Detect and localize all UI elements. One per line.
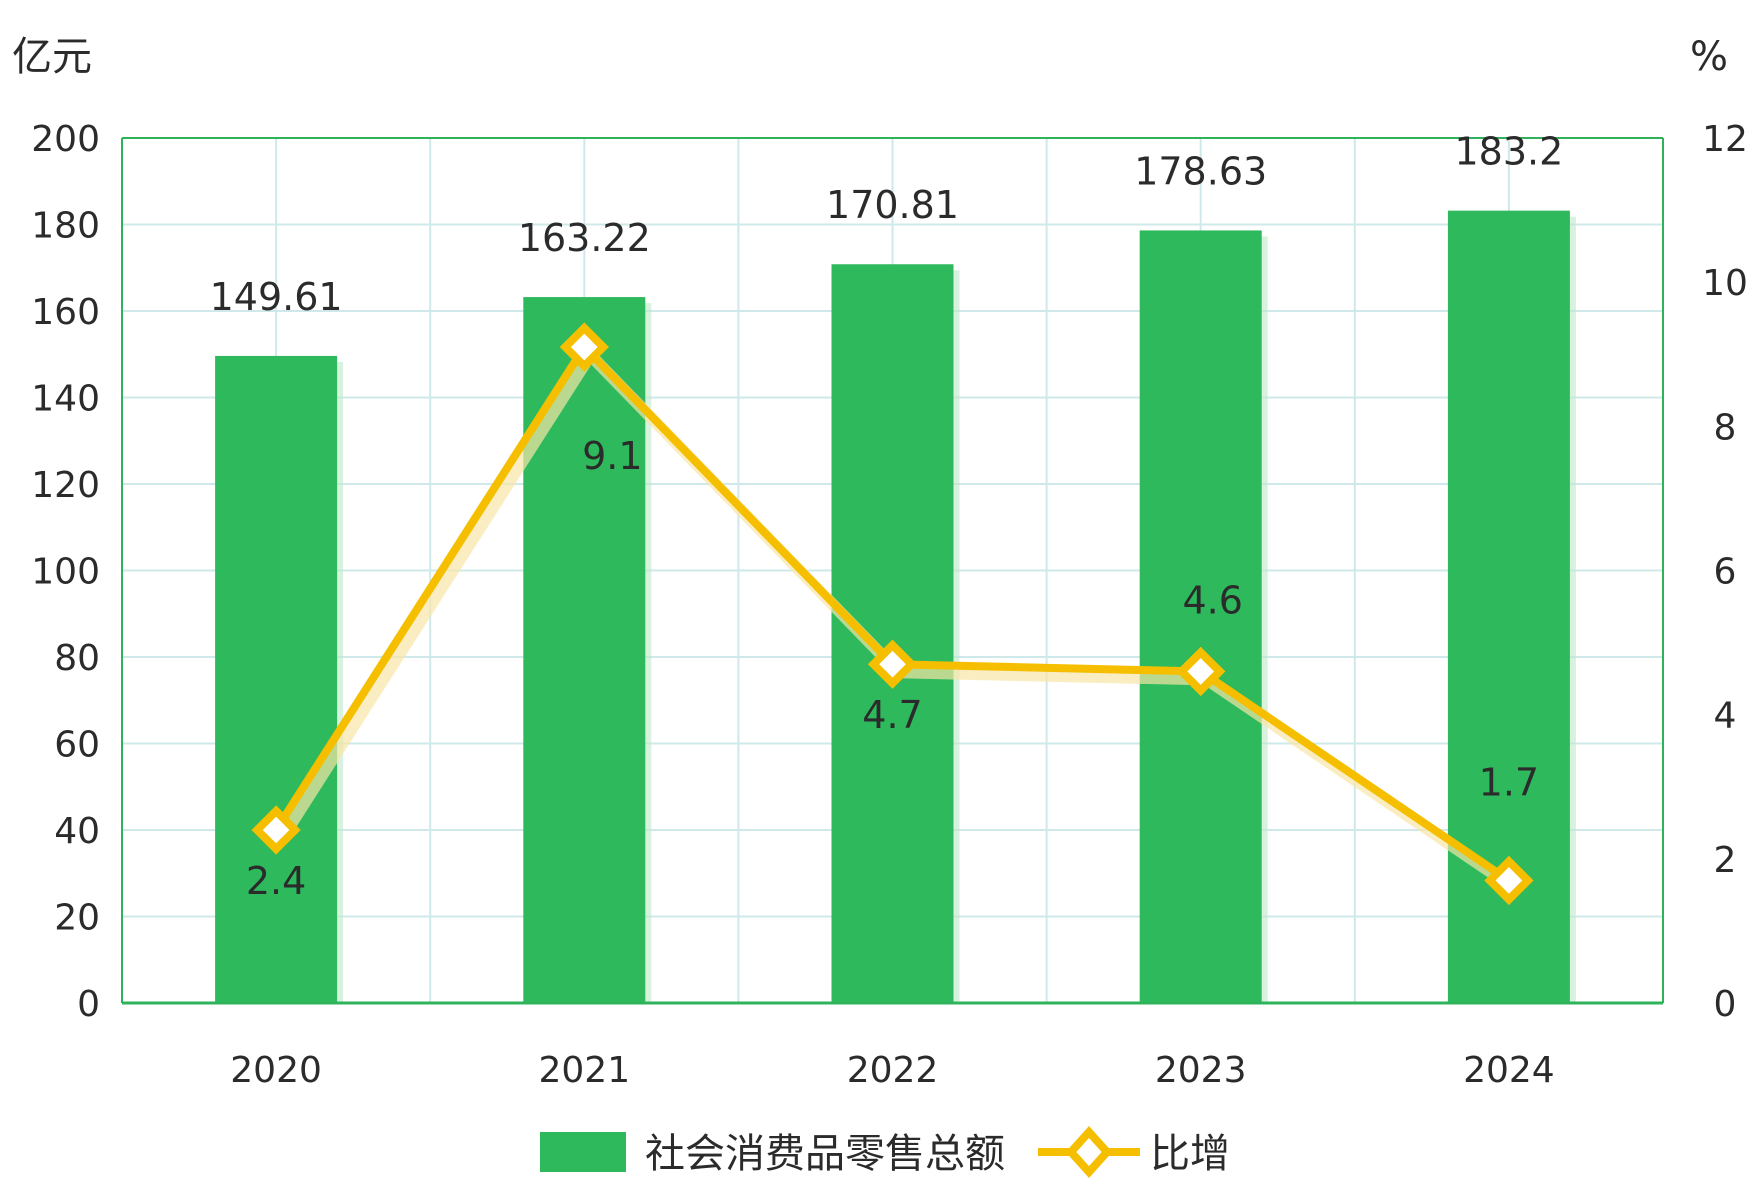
legend: 社会消费品零售总额 比增 <box>540 1126 1230 1178</box>
line-marker-2022 <box>867 639 918 689</box>
y-left-tick: 20 <box>54 898 100 939</box>
y-left-tick: 120 <box>31 465 100 506</box>
line-value-label-2022: 4.7 <box>862 693 922 737</box>
y-right-tick: 10 <box>1702 263 1746 304</box>
y-left-tick: 160 <box>31 292 100 333</box>
chart-axes: 亿元 % 0 20 40 60 80 100 120 140 160 180 200 0 2 4 6 8 10 1… <box>12 34 1746 1091</box>
y-right-tick: 6 <box>1714 552 1737 593</box>
line-marker-2021 <box>559 322 609 372</box>
x-tick-2020: 2020 <box>230 1050 322 1091</box>
line-value-label-2024: 1.7 <box>1479 760 1539 804</box>
line-value-label-2021: 9.1 <box>582 434 642 478</box>
y-left-tick: 200 <box>31 119 100 160</box>
plot-frame <box>121 137 1664 1005</box>
bar-value-label-2022: 170.81 <box>826 183 959 227</box>
x-tick-2023: 2023 <box>1155 1050 1247 1091</box>
y-left-tick: 140 <box>31 379 100 420</box>
y-left-tick: 60 <box>54 725 100 766</box>
bar-2021 <box>523 297 646 1003</box>
line-value-label-2020: 2.4 <box>246 859 306 903</box>
data-labels: 149.61 163.22 170.81 178.63 183.2 2.4 9.1 4.7 4.… <box>210 130 1564 903</box>
line-marker-2023 <box>1176 646 1226 697</box>
line-value-label-2023: 4.6 <box>1182 578 1242 622</box>
line-marker-2020 <box>251 805 301 855</box>
y-right-tick: 4 <box>1714 696 1737 737</box>
y-right-tick: 8 <box>1714 407 1737 448</box>
x-tick-2022: 2022 <box>847 1050 939 1091</box>
bar-value-label-2023: 178.63 <box>1134 149 1267 193</box>
y-left-tick: 40 <box>54 811 100 852</box>
y-left-tick: 100 <box>31 552 100 593</box>
x-tick-2024: 2024 <box>1463 1050 1555 1091</box>
bar-value-label-2020: 149.61 <box>210 275 343 319</box>
right-axis-unit: % <box>1690 34 1728 80</box>
y-right-tick: 12 <box>1702 119 1746 160</box>
bar-2022 <box>831 264 954 1003</box>
bar-series <box>215 210 1576 1004</box>
legend-line-label: 比增 <box>1150 1131 1230 1177</box>
legend-bar-swatch <box>540 1132 626 1172</box>
bar-value-label-2024: 183.2 <box>1455 130 1564 174</box>
legend-diamond-marker <box>1065 1126 1113 1178</box>
bar-2023 <box>1139 230 1262 1004</box>
x-tick-2021: 2021 <box>538 1050 630 1091</box>
y-right-tick: 2 <box>1714 840 1737 881</box>
bar-value-label-2021: 163.22 <box>518 216 651 260</box>
legend-bar-label: 社会消费品零售总额 <box>645 1131 1005 1177</box>
line-marker-2024 <box>1484 855 1534 906</box>
y-left-tick: 0 <box>77 984 100 1025</box>
y-left-tick: 80 <box>54 638 100 679</box>
line-series <box>251 322 1534 906</box>
y-left-tick: 180 <box>31 206 100 247</box>
bar-2020 <box>215 355 338 1003</box>
y-right-tick: 0 <box>1714 984 1737 1025</box>
left-axis-unit: 亿元 <box>12 34 92 80</box>
